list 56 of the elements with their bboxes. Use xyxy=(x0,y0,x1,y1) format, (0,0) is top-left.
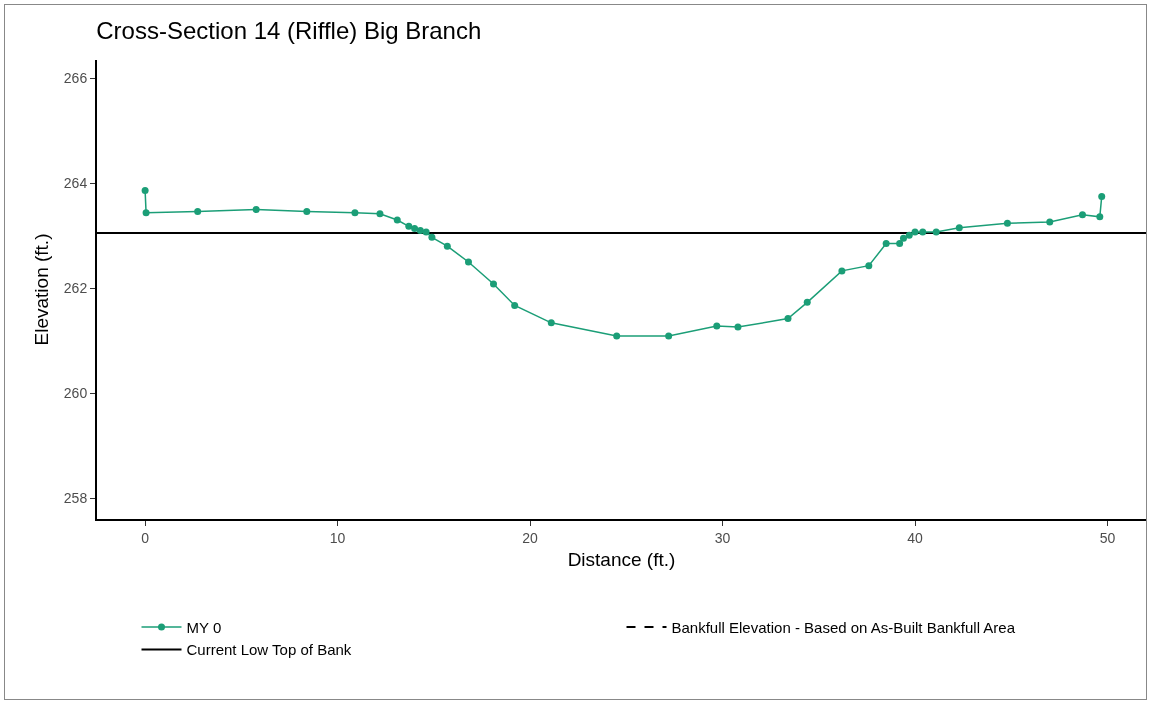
point xyxy=(865,262,873,270)
point xyxy=(613,332,621,340)
point xyxy=(194,208,202,216)
x-tick-label: 0 xyxy=(141,529,150,546)
point xyxy=(1096,213,1104,221)
point xyxy=(252,206,260,213)
point xyxy=(547,319,555,327)
point xyxy=(351,209,359,217)
text: Bankfull Elevation - Based on As-Built Bankfull Area xyxy=(671,618,1016,636)
chart-title: Cross-Section 14 (Riffle) Big Branch xyxy=(96,17,482,45)
point xyxy=(416,226,424,234)
point xyxy=(141,187,149,195)
point xyxy=(803,298,811,306)
point xyxy=(838,267,846,275)
point xyxy=(1098,192,1106,200)
point xyxy=(1003,219,1011,227)
y-tick-label: 266 xyxy=(63,70,88,87)
x-tick-label: 20 xyxy=(522,529,539,546)
point xyxy=(422,228,430,236)
point xyxy=(911,228,919,236)
x-tick-label: 50 xyxy=(1099,529,1116,546)
x-tick-label: 10 xyxy=(329,529,346,546)
legend-label: Current Low Top of Bank xyxy=(186,641,352,659)
point xyxy=(428,233,436,241)
point xyxy=(411,224,419,232)
y-tick-label: 262 xyxy=(63,280,88,297)
y-tick-label: 258 xyxy=(63,489,88,506)
x-tick-label: 40 xyxy=(907,529,924,546)
x-axis-title: Distance (ft.) xyxy=(567,549,676,571)
point xyxy=(734,323,742,331)
point xyxy=(464,258,472,266)
point xyxy=(303,208,311,216)
y-tick-label: 260 xyxy=(63,385,88,401)
y-tick-label: 264 xyxy=(63,175,88,192)
point xyxy=(919,228,927,236)
point xyxy=(882,240,890,248)
point xyxy=(1046,218,1054,226)
point xyxy=(490,280,497,288)
point xyxy=(713,322,721,330)
point xyxy=(393,216,401,224)
point xyxy=(405,222,413,230)
point xyxy=(784,315,792,323)
point xyxy=(1078,211,1086,219)
point xyxy=(376,210,384,218)
point xyxy=(511,302,519,309)
point xyxy=(443,242,451,250)
point xyxy=(899,234,907,242)
point xyxy=(932,228,940,236)
point xyxy=(142,209,150,217)
point xyxy=(905,231,913,239)
point xyxy=(955,224,963,232)
point xyxy=(896,240,904,248)
x-tick-label: 30 xyxy=(714,529,731,546)
point xyxy=(665,332,673,340)
legend-label: MY 0 xyxy=(186,618,222,636)
y-axis-title: Elevation (ft.) xyxy=(31,233,53,346)
